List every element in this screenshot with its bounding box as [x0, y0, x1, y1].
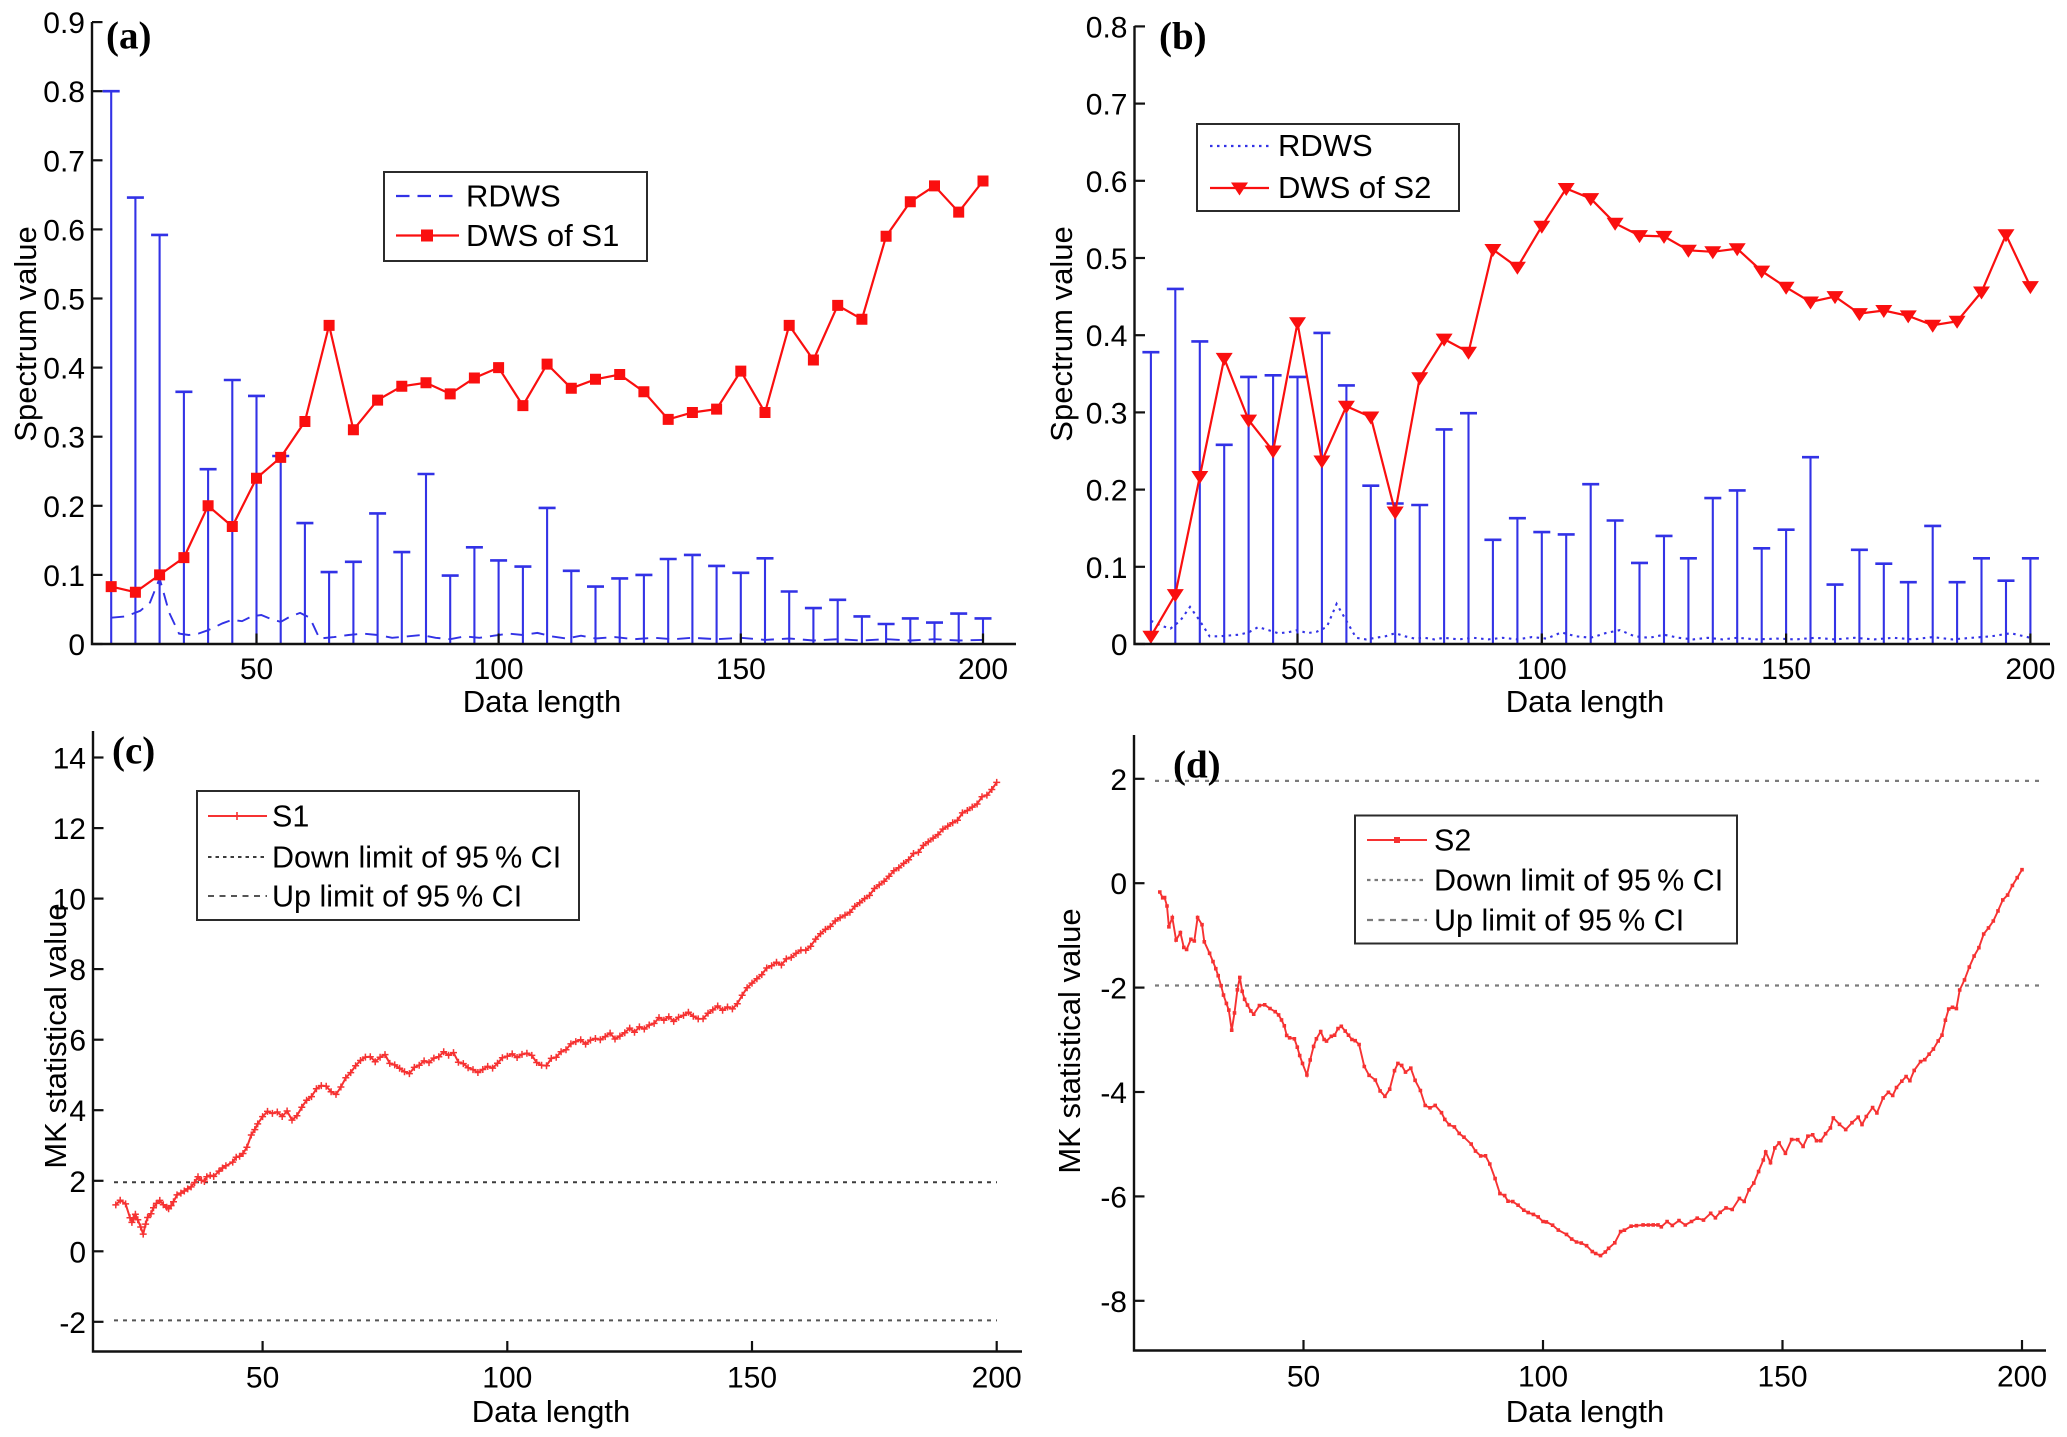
svg-text:-8: -8 [1100, 1286, 1127, 1319]
svg-text:0.2: 0.2 [43, 491, 85, 524]
svg-text:0: 0 [1111, 629, 1128, 662]
svg-text:0.3: 0.3 [1086, 397, 1128, 430]
svg-text:200: 200 [2005, 653, 2055, 686]
svg-text:2: 2 [1110, 764, 1127, 797]
svg-text:100: 100 [474, 653, 524, 686]
svg-text:6: 6 [69, 1025, 86, 1058]
svg-text:0.3: 0.3 [43, 422, 85, 455]
svg-text:0.8: 0.8 [43, 76, 85, 109]
svg-text:10: 10 [53, 884, 86, 917]
svg-text:50: 50 [240, 653, 273, 686]
svg-text:Down limit of 95 % CI: Down limit of 95 % CI [1434, 864, 1723, 898]
svg-text:Up limit of 95 % CI: Up limit of 95 % CI [272, 880, 522, 914]
svg-text:100: 100 [1517, 653, 1567, 686]
svg-text:100: 100 [1518, 1361, 1568, 1394]
svg-text:-4: -4 [1100, 1077, 1127, 1110]
svg-text:S2: S2 [1434, 824, 1471, 858]
svg-text:150: 150 [716, 653, 766, 686]
svg-text:Data length: Data length [472, 1394, 631, 1429]
svg-text:-6: -6 [1100, 1181, 1127, 1214]
svg-text:14: 14 [53, 743, 86, 776]
svg-text:DWS of S1: DWS of S1 [466, 218, 619, 253]
svg-text:0.7: 0.7 [43, 145, 85, 178]
svg-text:0.9: 0.9 [43, 7, 85, 40]
svg-text:0: 0 [69, 1236, 86, 1269]
svg-text:RDWS: RDWS [1278, 128, 1373, 163]
svg-text:Data length: Data length [463, 684, 622, 719]
svg-text:12: 12 [53, 813, 86, 846]
svg-text:(c): (c) [112, 730, 155, 773]
svg-text:0.7: 0.7 [1086, 89, 1128, 122]
svg-text:50: 50 [1287, 1361, 1320, 1394]
svg-text:DWS of S2: DWS of S2 [1278, 170, 1431, 205]
svg-text:Down limit of 95 % CI: Down limit of 95 % CI [272, 841, 561, 875]
svg-text:(a): (a) [106, 15, 151, 58]
svg-text:RDWS: RDWS [466, 179, 561, 214]
svg-text:100: 100 [482, 1362, 532, 1395]
svg-text:2: 2 [69, 1166, 86, 1199]
svg-text:0.8: 0.8 [1086, 11, 1128, 44]
svg-text:MK statistical value: MK statistical value [1052, 908, 1087, 1173]
svg-text:0.6: 0.6 [1086, 166, 1128, 199]
svg-text:0.4: 0.4 [1086, 320, 1128, 353]
svg-text:0.2: 0.2 [1086, 475, 1128, 508]
svg-text:-2: -2 [59, 1307, 86, 1340]
svg-text:-2: -2 [1100, 973, 1127, 1006]
svg-text:Up limit of 95 % CI: Up limit of 95 % CI [1434, 904, 1684, 938]
svg-text:0: 0 [68, 629, 85, 662]
svg-text:Spectrum value: Spectrum value [8, 226, 43, 441]
svg-text:0.1: 0.1 [1086, 552, 1128, 585]
svg-text:200: 200 [972, 1362, 1022, 1395]
svg-text:4: 4 [69, 1095, 86, 1128]
svg-text:Data length: Data length [1506, 1394, 1665, 1429]
svg-text:0.5: 0.5 [43, 284, 85, 317]
svg-text:150: 150 [1761, 653, 1811, 686]
svg-text:0: 0 [1110, 868, 1127, 901]
svg-text:0.6: 0.6 [43, 214, 85, 247]
svg-text:150: 150 [727, 1362, 777, 1395]
svg-text:0.4: 0.4 [43, 353, 85, 386]
svg-text:(d): (d) [1173, 744, 1221, 787]
svg-text:Data length: Data length [1506, 684, 1665, 719]
svg-text:150: 150 [1757, 1361, 1807, 1394]
svg-text:MK statistical value: MK statistical value [38, 903, 73, 1168]
svg-text:200: 200 [958, 653, 1008, 686]
svg-text:50: 50 [1281, 653, 1314, 686]
svg-text:(b): (b) [1159, 15, 1207, 58]
svg-text:200: 200 [1997, 1361, 2047, 1394]
svg-text:0.5: 0.5 [1086, 243, 1128, 276]
svg-text:0.1: 0.1 [43, 560, 85, 593]
svg-text:Spectrum value: Spectrum value [1044, 226, 1079, 441]
svg-text:8: 8 [69, 954, 86, 987]
svg-text:50: 50 [246, 1362, 279, 1395]
svg-text:S1: S1 [272, 800, 309, 834]
